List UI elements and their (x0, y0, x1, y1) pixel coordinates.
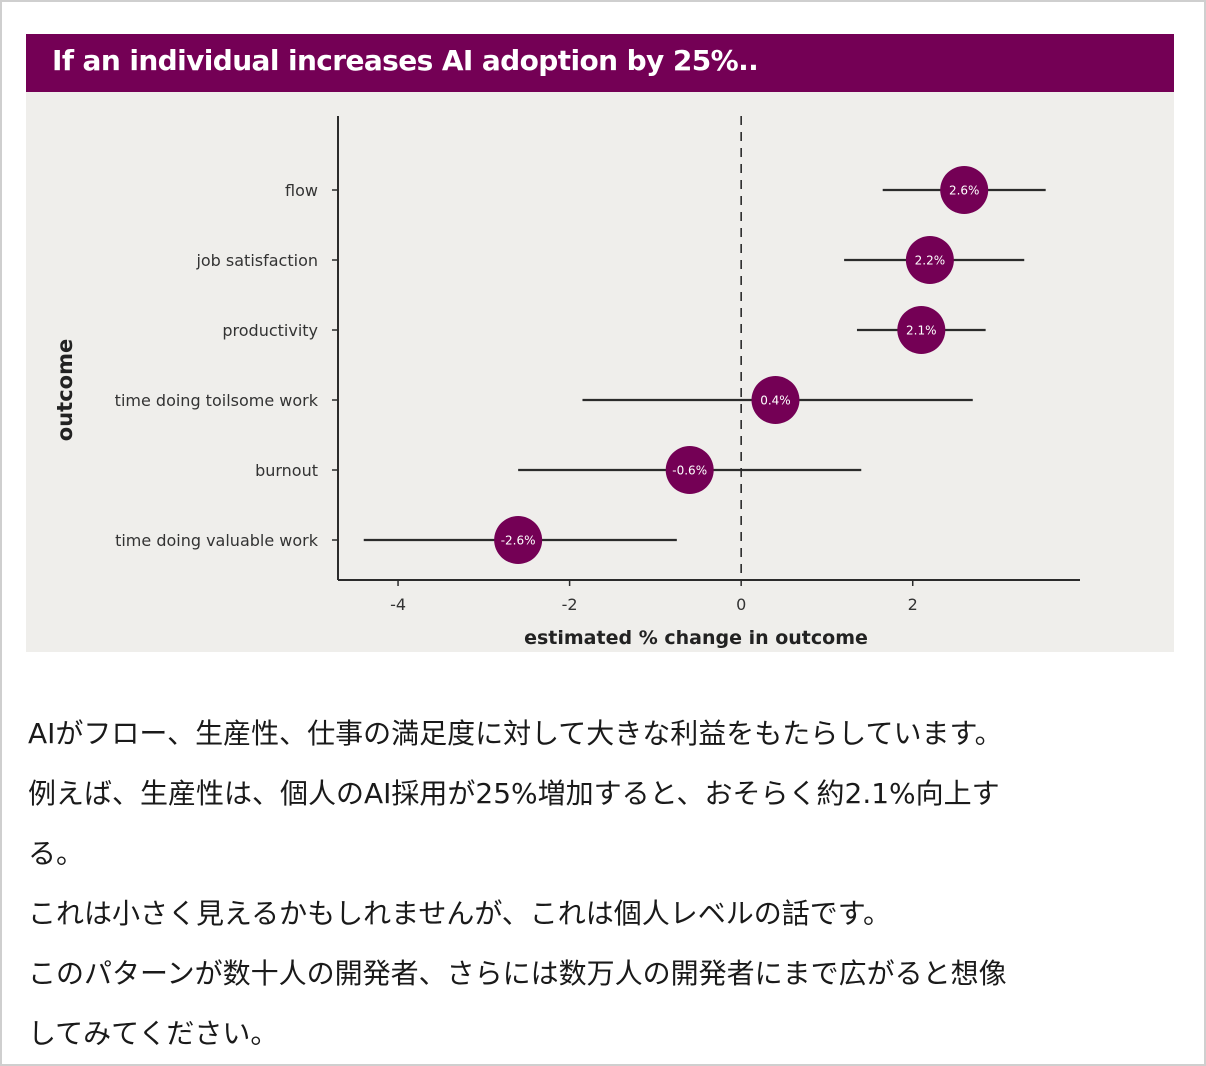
chart-figure: -4 -2 0 2 estimated % change in outcome outco… (26, 34, 1174, 652)
estimate-data-label: 2.6% (949, 184, 980, 198)
y-tick-label: productivity (222, 321, 318, 340)
article-text: AIがフロー、生産性、仕事の満足度に対して大きな利益をもたらしています。 例えば… (28, 704, 1188, 1064)
estimate-data-label: -0.6% (672, 464, 707, 478)
paragraph-line: 例えば、生産性は、個人のAI採用が25%増加すると、おそらく約2.1%向上す (28, 777, 1000, 810)
paragraph-line: AIがフロー、生産性、仕事の満足度に対して大きな利益をもたらしています。 (28, 717, 1003, 750)
y-tick-label: job satisfaction (195, 251, 318, 270)
y-tick-label: burnout (255, 461, 318, 480)
x-tick-label: -2 (562, 595, 578, 614)
y-tick-label: time doing toilsome work (115, 391, 319, 410)
estimate-data-label: -2.6% (501, 534, 536, 548)
estimate-data-label: 2.1% (906, 324, 937, 338)
x-axis-title: estimated % change in outcome (524, 627, 868, 649)
forest-plot: -4 -2 0 2 estimated % change in outcome outco… (53, 116, 1080, 649)
y-tick-label: flow (285, 181, 318, 200)
paragraph-line: これは小さく見えるかもしれませんが、これは個人レベルの話です。 (28, 897, 891, 930)
y-axis-title: outcome (53, 339, 77, 441)
estimate-point (665, 446, 714, 494)
estimate-data-label: 0.4% (760, 394, 791, 408)
estimate-point (940, 166, 989, 214)
paragraph-line: このパターンが数十人の開発者、さらには数万人の開発者にまで広がると想像 (28, 957, 1007, 990)
estimate-point (494, 516, 543, 564)
estimate-point (905, 236, 954, 284)
estimate-point (751, 376, 800, 424)
estimate-point (897, 306, 946, 354)
estimate-data-label: 2.2% (915, 254, 946, 268)
x-tick-label: 2 (908, 595, 918, 614)
y-tick-label: time doing valuable work (115, 531, 319, 550)
chart-title-banner: If an individual increases AI adoption b… (26, 34, 1174, 92)
x-tick-label: -4 (390, 595, 406, 614)
paragraph-line: る。 (28, 837, 85, 870)
paragraph-line: してみてください。 (28, 1017, 279, 1050)
x-tick-label: 0 (736, 595, 746, 614)
chart-title: If an individual increases AI adoption b… (52, 44, 759, 77)
